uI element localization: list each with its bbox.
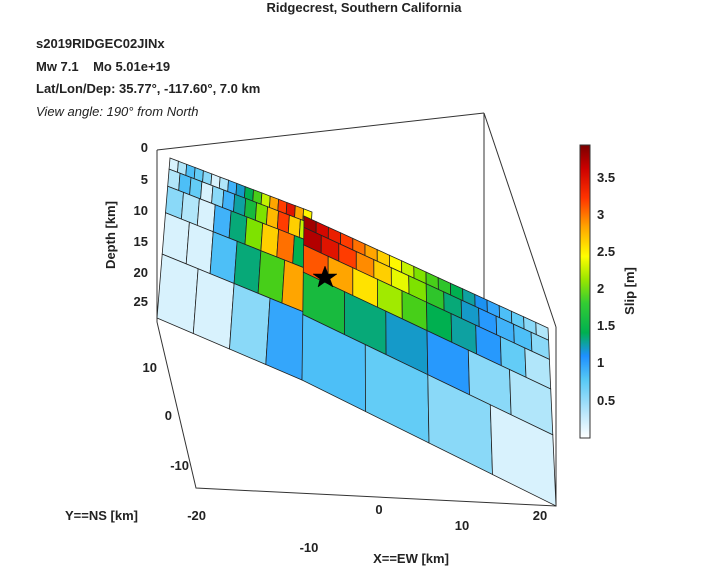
z-axis: 0 5 10 15 20 25 Depth [km] — [103, 140, 148, 309]
x-axis-label: X==EW [km] — [373, 551, 449, 566]
colorbar-tick-label: 2 — [597, 281, 604, 296]
axes-box-back-edge — [156, 112, 485, 151]
magnitude: Mw 7.1 — [36, 59, 79, 74]
colorbar-label: Slip [m] — [622, 267, 637, 315]
slip-patch — [229, 282, 271, 366]
z-axis-label: Depth [km] — [103, 201, 118, 269]
x-tick-label: 0 — [375, 502, 382, 517]
x-tick-label: 10 — [455, 518, 469, 533]
magnitude-moment: Mw 7.1 Mo 5.01e+19 — [36, 59, 170, 74]
slip-patch — [156, 253, 199, 335]
slip-patch — [265, 297, 307, 381]
z-tick-label: 10 — [134, 203, 148, 218]
z-tick-label: 25 — [134, 294, 148, 309]
view-angle: View angle: 190° from North — [36, 104, 199, 119]
location-label: Lat/Lon/Dep: — [36, 81, 120, 96]
colorbar-gradient — [579, 144, 591, 439]
z-tick-label: 0 — [141, 140, 148, 155]
colorbar-tick-label: 0.5 — [597, 393, 615, 408]
z-tick-label: 20 — [134, 265, 148, 280]
y-tick-label: -10 — [170, 458, 189, 473]
y-tick-label: 10 — [143, 360, 157, 375]
colorbar-tick-label: 2.5 — [597, 244, 615, 259]
y-tick-label: -20 — [187, 508, 206, 523]
slip-patch — [192, 268, 235, 350]
chart-title: Ridgecrest, Southern California — [266, 0, 462, 15]
axes-box-back-edge — [483, 112, 557, 328]
x-axis: -10 0 10 20 X==EW [km] — [300, 502, 548, 566]
y-tick-label: 0 — [165, 408, 172, 423]
colorbar-tick-label: 1 — [597, 355, 604, 370]
seismic-moment: Mo 5.01e+19 — [93, 59, 171, 74]
slip-patch — [489, 404, 557, 507]
z-tick-label: 15 — [134, 234, 148, 249]
colorbar-tick-label: 1.5 — [597, 318, 615, 333]
hypocenter-location: Lat/Lon/Dep: 35.77°, -117.60°, 7.0 km — [36, 81, 260, 96]
location-value: 35.77°, -117.60°, 7.0 km — [119, 81, 261, 96]
axes-box-edge — [156, 150, 557, 507]
axes-box — [156, 112, 557, 507]
colorbar: 3.5 3 2.5 2 1.5 1 0.5 Slip [m] — [579, 144, 637, 439]
colorbar-tick-label: 3.5 — [597, 170, 615, 185]
y-axis-label: Y==NS [km] — [65, 508, 138, 523]
x-tick-label: 20 — [533, 508, 547, 523]
x-tick-label: -10 — [300, 540, 319, 555]
epicenter-star — [312, 265, 338, 288]
colorbar-tick-label: 3 — [597, 207, 604, 222]
fault-planes — [156, 157, 557, 507]
event-id: s2019RIDGEC02JINx — [36, 36, 165, 51]
z-tick-label: 5 — [141, 172, 148, 187]
y-axis: 10 0 -10 -20 Y==NS [km] — [65, 360, 206, 523]
